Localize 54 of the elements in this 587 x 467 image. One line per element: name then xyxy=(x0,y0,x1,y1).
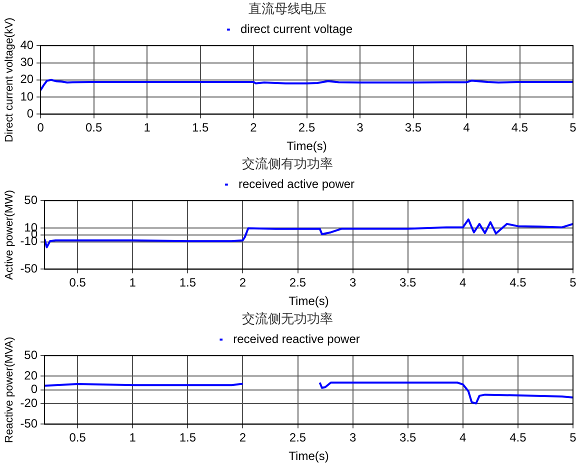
legend-label: direct current voltage xyxy=(240,22,353,36)
y-tick-label: 10 xyxy=(20,89,34,104)
y-tick-label: 50 xyxy=(24,348,38,362)
chart-title: 直流母线电压 xyxy=(248,1,326,18)
y-tick-label: 30 xyxy=(20,55,34,70)
x-tick-label: 4.5 xyxy=(511,120,528,135)
x-tick-label: 1.5 xyxy=(179,430,196,445)
x-tick-label: 3 xyxy=(356,120,364,135)
x-tick-label: 1.5 xyxy=(179,276,196,290)
x-tick-label: 4.5 xyxy=(510,430,527,445)
x-tick-label: 5 xyxy=(570,430,577,445)
y-tick-label: -50 xyxy=(20,262,38,276)
x-tick-label: 3 xyxy=(349,276,356,290)
y-tick-label: 0 xyxy=(30,382,38,396)
x-tick-label: 1 xyxy=(144,120,151,135)
x-tick-label: 2.5 xyxy=(289,430,306,445)
y-tick-label: -20 xyxy=(20,396,38,410)
y-tick-label: 20 xyxy=(20,72,34,86)
y-tick-label: 20 xyxy=(24,368,38,382)
legend-label: received active power xyxy=(238,176,355,191)
y-axis-title: Active power(MW) xyxy=(4,190,16,280)
y-tick-label: 40 xyxy=(20,38,34,52)
x-tick-label: 2.5 xyxy=(289,276,306,290)
x-tick-label: 2 xyxy=(239,276,246,290)
x-tick-label: 5 xyxy=(570,276,577,290)
y-tick-label: 50 xyxy=(24,192,38,207)
y-tick-label: 0 xyxy=(26,106,34,121)
x-tick-label: 2 xyxy=(250,120,258,135)
chart-title: 交流侧无功功率 xyxy=(242,311,333,328)
x-tick-label: 3.5 xyxy=(404,120,422,135)
x-tick-label: 1.5 xyxy=(192,120,209,135)
x-tick-label: 3.5 xyxy=(400,430,417,445)
x-tick-label: 2 xyxy=(239,430,246,445)
x-tick-label: 3.5 xyxy=(400,276,417,290)
x-tick-label: 4.5 xyxy=(510,276,527,290)
x-tick-label: 5 xyxy=(570,120,577,135)
y-axis-title: Reactive power(MVA) xyxy=(4,336,16,443)
x-tick-label: 2.5 xyxy=(298,120,316,135)
x-tick-label: 0.5 xyxy=(69,276,86,290)
x-tick-label: 4 xyxy=(460,276,467,290)
x-axis-title: Time(s) xyxy=(288,294,329,308)
x-tick-label: 4 xyxy=(463,120,470,135)
chart-title: 交流侧有功功率 xyxy=(242,156,333,172)
x-tick-label: 4 xyxy=(460,430,467,445)
legend-label: received reactive power xyxy=(233,332,360,346)
y-tick-label: -50 xyxy=(20,416,38,431)
x-tick-label: 0.5 xyxy=(85,120,102,135)
x-axis-title: Time(s) xyxy=(288,449,329,464)
x-axis-title: Time(s) xyxy=(286,139,327,154)
x-tick-label: 3 xyxy=(349,430,356,445)
x-tick-label: 0.5 xyxy=(69,430,86,445)
x-tick-label: 1 xyxy=(129,276,136,290)
y-axis-title: Direct current voltage(kV) xyxy=(4,18,16,142)
x-tick-label: 1 xyxy=(129,430,136,445)
